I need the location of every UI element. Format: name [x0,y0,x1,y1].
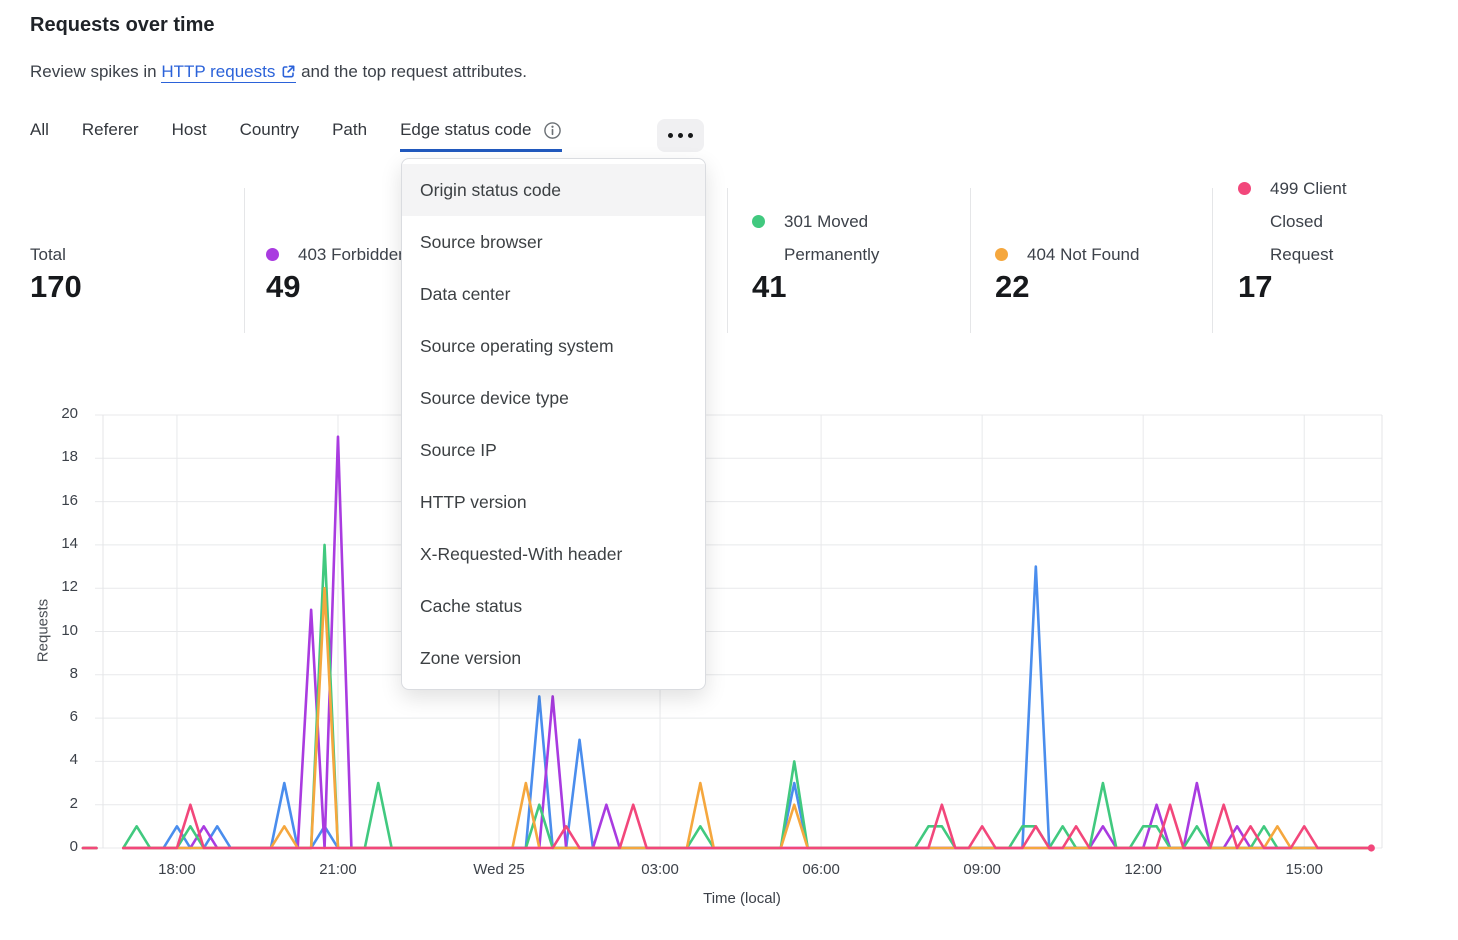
stat-label: Total [30,245,66,264]
tab-label: Referer [81,120,139,139]
menu-item-source-browser[interactable]: Source browser [420,231,543,252]
x-tick-label: 21:00 [319,861,357,878]
series-color-dot [995,248,1008,261]
subtitle-text-before: Review spikes in [30,62,162,81]
info-icon[interactable] [543,121,562,140]
series-color-dot [752,215,765,228]
attribute-tabs: All Referer Host Country Path Edge status cod… [30,120,563,152]
menu-item-x-requested-with-header[interactable]: X-Requested-With header [420,543,623,564]
stat-value: 49 [266,269,301,304]
tab-path[interactable]: Path [332,120,367,152]
menu-item-origin-status-code[interactable]: Origin status code [402,164,705,216]
stats-divider [1212,188,1213,333]
stat-value: 170 [30,269,82,304]
x-tick-label: 06:00 [802,861,840,878]
x-tick-label: 12:00 [1124,861,1162,878]
x-tick-label: 03:00 [641,861,679,878]
x-tick-label: 15:00 [1285,861,1323,878]
series-color-dot [1238,182,1251,195]
y-tick-label: 18 [61,448,78,466]
stat-value: 41 [752,269,787,304]
stats-divider [970,188,971,333]
y-tick-label: 10 [61,621,78,639]
tab-country[interactable]: Country [240,120,300,152]
stat-label: 301 Moved Permanently [752,205,879,271]
stat-value: 17 [1238,269,1273,304]
x-tick-label: 18:00 [158,861,196,878]
menu-item-source-device-type[interactable]: Source device type [420,387,569,408]
more-tabs-button[interactable] [657,119,704,152]
tab-label: Country [239,120,300,139]
series-499-client-closed-request [121,803,1373,850]
stats-divider [244,188,245,333]
y-tick-label: 14 [61,534,78,552]
tab-all[interactable]: All [30,120,49,152]
y-tick-label: 20 [61,405,78,422]
tab-referer[interactable]: Referer [82,120,139,152]
menu-item-cache-status[interactable]: Cache status [420,595,523,616]
stat-value: 22 [995,269,1030,304]
http-requests-link[interactable]: HTTP requests [161,62,297,84]
y-tick-label: 2 [69,794,78,812]
tab-label: All [30,120,49,139]
ellipsis-icon [668,133,693,138]
tab-label: Edge status code [400,120,532,139]
y-tick-label: 8 [69,664,78,682]
y-tick-label: 6 [69,708,78,726]
stats-row: Total 170 403 Forbidden 49 301 Moved Permane… [0,179,1458,335]
y-tick-label: 12 [61,578,78,596]
tab-label: Host [171,120,207,139]
subtitle: Review spikes in HTTP requests and the t… [30,62,527,84]
menu-item-source-ip[interactable]: Source IP [420,439,497,460]
menu-item-zone-version[interactable]: Zone version [420,647,522,668]
tab-edge-status-code[interactable]: Edge status code [400,120,563,152]
tab-host[interactable]: Host [172,120,207,152]
y-tick-label: 16 [61,491,78,509]
subtitle-text-after: and the top request attributes. [296,62,527,81]
x-tick-label: 09:00 [963,861,1001,878]
x-tick-label: Wed 25 [473,861,525,878]
stat-label: 404 Not Found [995,238,1185,271]
stats-divider [727,188,728,333]
x-axis-title: Time (local) [703,890,781,907]
page-title: Requests over time [30,14,215,36]
series-403-forbidden [121,435,1373,850]
external-link-icon [281,64,296,84]
stat-label: 499 Client Closed Request [1238,172,1382,271]
series-301-moved-permanently [121,543,1373,850]
menu-item-source-operating-system[interactable]: Source operating system [420,335,614,356]
attribute-dropdown-menu: Origin status code Source browser Data cen… [401,158,706,690]
y-tick-label: 0 [69,838,78,855]
stat-label: 403 Forbidden [266,238,436,271]
menu-item-http-version[interactable]: HTTP version [420,491,527,512]
tab-label: Path [332,120,368,139]
series-color-dot [266,248,279,261]
menu-item-data-center[interactable]: Data center [420,283,511,304]
y-tick-label: 4 [69,751,78,769]
series-end-dot [1367,844,1375,852]
